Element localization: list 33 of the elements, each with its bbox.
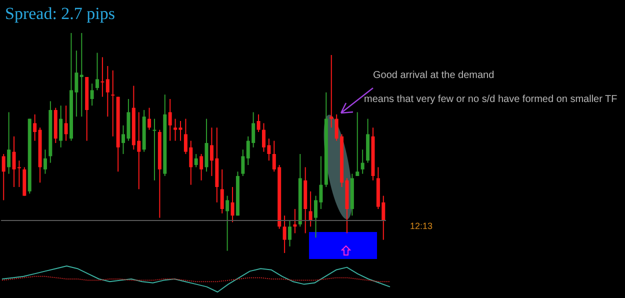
candlestick <box>90 83 94 106</box>
candlestick <box>356 112 360 176</box>
candlestick <box>7 112 11 174</box>
text: Spread: 2.7 pips <box>5 4 116 24</box>
candlestick <box>152 118 156 181</box>
candlestick <box>64 105 68 142</box>
candlestick <box>96 52 99 91</box>
candlestick <box>308 190 312 228</box>
candlestick <box>43 149 47 174</box>
candlestick <box>2 154 6 201</box>
annotation: means that very few or no s/d have formed on smaller TF <box>364 94 618 105</box>
text: 12:13 <box>410 221 433 231</box>
candlestick <box>80 32 84 118</box>
candlestick <box>230 186 234 223</box>
candlestick <box>226 195 230 252</box>
candlestick <box>59 105 63 148</box>
annotation: Good arrival at the demand <box>373 70 494 81</box>
candlestick <box>200 154 204 181</box>
candlestick <box>194 154 198 168</box>
candlestick <box>282 215 286 254</box>
candlestick <box>33 114 37 142</box>
candlestick <box>106 66 110 118</box>
candlestick <box>148 107 152 130</box>
candlestick <box>293 208 297 234</box>
candlestick <box>220 168 224 214</box>
candlestick <box>100 56 104 98</box>
candlestick <box>241 149 245 176</box>
candlestick <box>330 54 334 128</box>
candlestick <box>288 220 292 247</box>
candlestick <box>168 98 172 142</box>
candlestick <box>256 114 260 132</box>
candlestick <box>111 70 115 137</box>
candlestick <box>360 149 364 174</box>
